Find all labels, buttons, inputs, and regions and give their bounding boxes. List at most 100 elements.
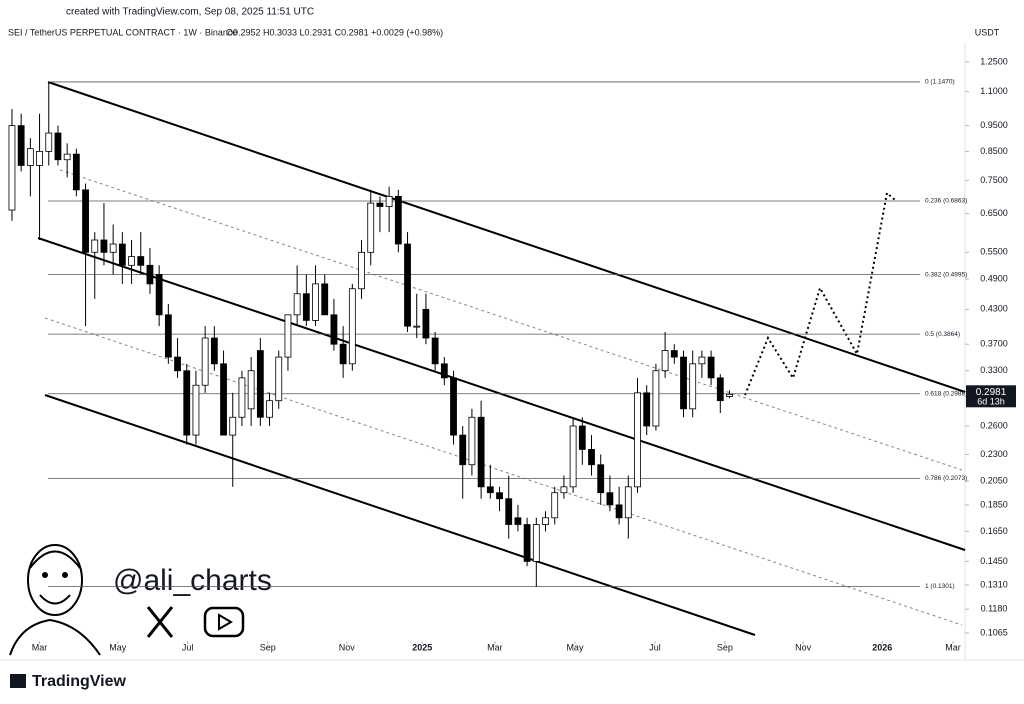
candle-body xyxy=(477,416,485,488)
x-tick-label: Mar xyxy=(945,642,961,652)
y-tick-label: 0.1450 xyxy=(980,556,1008,566)
avatar xyxy=(9,544,101,656)
y-tick-label: 0.9500 xyxy=(980,120,1008,130)
y-tick-label: 1.2500 xyxy=(980,56,1008,66)
avatar-body xyxy=(9,618,101,656)
fib-label: 0.618 (0.2988) xyxy=(925,390,967,397)
candle-body xyxy=(54,132,62,161)
candle-body xyxy=(578,425,586,450)
x-tick-label: Sep xyxy=(260,642,276,652)
candle-body xyxy=(422,308,430,339)
y-tick-label: 0.1850 xyxy=(980,499,1008,509)
candle-body xyxy=(680,356,687,410)
y-tick-label: 0.8500 xyxy=(980,146,1008,156)
y-tick-label: 0.1065 xyxy=(980,627,1008,637)
candle-body xyxy=(109,243,117,253)
candle-body xyxy=(293,293,301,316)
drawings xyxy=(37,81,966,636)
candle-body xyxy=(358,251,365,290)
candle-body xyxy=(726,393,733,397)
candle-body xyxy=(72,153,80,191)
candle-body xyxy=(615,504,623,519)
candle-body xyxy=(431,337,439,365)
avatar-hair xyxy=(29,550,81,569)
avatar-smile xyxy=(39,594,71,605)
candle-body xyxy=(183,370,191,436)
candle-body xyxy=(8,125,16,211)
x-tick-label: Sep xyxy=(717,642,733,652)
candle-body xyxy=(100,239,108,253)
projection-path xyxy=(744,191,896,396)
x-tick-label: Jul xyxy=(649,642,661,652)
candle-body xyxy=(698,356,706,365)
candle-body xyxy=(174,356,181,372)
y-tick-label: 0.4300 xyxy=(980,304,1008,314)
avatar-eye xyxy=(42,572,48,578)
candle-body xyxy=(118,243,126,266)
x-tick-label: Mar xyxy=(32,642,48,652)
candle-body xyxy=(284,314,292,358)
x-tick-label: Jul xyxy=(182,642,194,652)
candle-body xyxy=(624,486,632,519)
candle-body xyxy=(496,492,503,500)
candle-body xyxy=(330,314,338,345)
y-tick-label: 0.1310 xyxy=(980,579,1008,589)
ohlc: O0.2952 H0.3033 L0.2931 C0.2981 +0.0029 … xyxy=(226,27,443,37)
created-note: created with TradingView.com, Sep 08, 20… xyxy=(66,7,314,18)
y-tick-label: 0.3700 xyxy=(980,339,1008,349)
countdown: 6d 13h xyxy=(977,397,1005,407)
channel-lower xyxy=(44,394,756,636)
candle-body xyxy=(606,492,614,506)
candle-body xyxy=(91,239,99,253)
candle-body xyxy=(707,356,715,379)
fib-label: 0.5 (0.3864) xyxy=(925,331,960,338)
candle-body xyxy=(238,377,246,418)
candle-body xyxy=(321,283,329,316)
candle-body xyxy=(385,196,393,207)
candle-body xyxy=(82,189,89,253)
candle-body xyxy=(404,243,411,327)
y-tick-label: 0.4900 xyxy=(980,273,1008,283)
y-tick-label: 0.2600 xyxy=(980,420,1008,430)
candle-body xyxy=(266,400,273,418)
candle-body xyxy=(532,524,540,562)
candle-body xyxy=(220,363,227,436)
candle-body xyxy=(459,434,467,466)
candle-body xyxy=(36,150,43,166)
y-tick-label: 0.7500 xyxy=(980,175,1008,185)
y-tick-label: 0.6500 xyxy=(980,208,1008,218)
candle-body xyxy=(505,498,513,525)
candle-body xyxy=(597,464,605,494)
candle-body xyxy=(155,274,163,316)
x-tick-label: Nov xyxy=(339,642,356,652)
y-tick-label: 0.1180 xyxy=(981,604,1008,614)
y-tick-label: 0.3300 xyxy=(980,365,1008,375)
candle-body xyxy=(45,132,53,152)
youtube-play xyxy=(218,613,233,631)
last-price-label: 0.2981 xyxy=(976,387,1007,398)
y-tick-label: 0.1650 xyxy=(980,526,1008,536)
fib-label: 0.382 (0.4995) xyxy=(925,271,967,278)
candle-body xyxy=(486,486,494,494)
channel-upper xyxy=(47,81,966,393)
x-tick-label: Mar xyxy=(487,642,503,652)
youtube-icon xyxy=(203,606,245,638)
candle-body xyxy=(643,392,651,427)
candle-body xyxy=(339,343,347,365)
candle-body xyxy=(229,416,237,436)
last-price-tag xyxy=(966,385,1016,408)
fib-label: 1 (0.1301) xyxy=(925,583,955,590)
channel-dotted xyxy=(59,169,963,471)
x-tick-label: 2025 xyxy=(412,642,432,652)
fib-label: 0.786 (0.2073) xyxy=(925,475,967,482)
candle-body xyxy=(275,356,283,402)
candle-body xyxy=(256,350,264,418)
candle-body xyxy=(192,384,200,436)
candle-body xyxy=(652,370,660,427)
y-tick-label: 0.2300 xyxy=(980,449,1008,459)
candle-body xyxy=(394,196,402,245)
candle-body xyxy=(716,377,724,402)
candle-body xyxy=(413,325,421,328)
youtube-frame xyxy=(203,606,245,638)
